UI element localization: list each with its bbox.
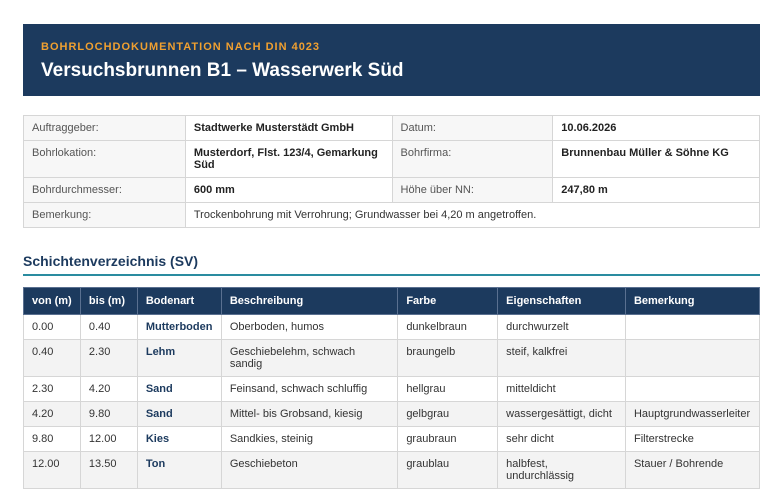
info-value: 600 mm (184, 177, 393, 203)
cell: dunkelbraun (397, 314, 499, 340)
header: BOHRLOCHDOKUMENTATION NACH DIN 4023 Vers… (23, 24, 760, 96)
cell: wassergesättigt, dicht (497, 401, 626, 427)
cell: Lehm (136, 339, 222, 377)
title: Versuchsbrunnen B1 – Wasserwerk Süd (41, 60, 404, 81)
cell: 0.00 (23, 314, 81, 340)
cell: hellgrau (397, 376, 499, 402)
column-header: Bemerkung (624, 287, 761, 315)
cell: 0.40 (23, 339, 81, 377)
info-label: Höhe über NN: (391, 177, 554, 203)
cell: Feinsand, schwach schluffig (220, 376, 399, 402)
info-value: 247,80 m (552, 177, 760, 203)
layer-row: 9.80 12.00 Kies Sandkies, steinig graubraun s… (23, 426, 761, 452)
layer-table: von (m) bis (m) Bodenart Beschreibung Farbe E… (23, 287, 761, 489)
info-table: Auftraggeber: Stadtwerke Musterstädt GmbH… (23, 115, 761, 228)
cell: Kies (136, 426, 222, 452)
column-header: Eigenschaften (497, 287, 626, 315)
cell: 4.20 (23, 401, 81, 427)
info-label: Datum: (391, 115, 554, 141)
column-header: von (m) (23, 287, 81, 315)
layer-row: 0.40 2.30 Lehm Geschiebelehm, schwach sandi… (23, 339, 761, 377)
layer-row: 12.00 13.50 Ton Geschiebeton graublau halbfes… (23, 451, 761, 489)
info-label: Bemerkung: (23, 202, 186, 228)
cell: Stauer / Bohrende (624, 451, 761, 489)
cell: Geschiebeton (220, 451, 399, 489)
cell: halbfest, undurchlässig (497, 451, 626, 489)
cell: Oberboden, humos (220, 314, 399, 340)
cell: Mittel- bis Grobsand, kiesig (220, 401, 399, 427)
column-header: Farbe (397, 287, 499, 315)
column-header: Beschreibung (220, 287, 399, 315)
section-title: Schichtenverzeichnis (SV) (23, 253, 760, 276)
info-row: Bohrlokation: Musterdorf, Flst. 123/4, Ge… (23, 140, 760, 178)
cell: Filterstrecke (624, 426, 761, 452)
cell: Ton (136, 451, 222, 489)
cell: Hauptgrundwasserleiter (624, 401, 761, 427)
column-header: Bodenart (136, 287, 222, 315)
cell (624, 339, 761, 377)
info-label: Bohrfirma: (391, 140, 554, 178)
cell: braungelb (397, 339, 499, 377)
cell: Sand (136, 401, 222, 427)
info-row: Bemerkung: Trockenbohrung mit Verrohrung;… (23, 202, 761, 228)
info-value: Trockenbohrung mit Verrohrung; Grundwass… (184, 202, 761, 228)
cell: durchwurzelt (497, 314, 626, 340)
cell: 13.50 (79, 451, 138, 489)
info-label: Bohrlokation: (23, 140, 186, 178)
cell: 0.40 (79, 314, 138, 340)
cell: steif, kalkfrei (497, 339, 626, 377)
column-header: bis (m) (79, 287, 138, 315)
cell: 4.20 (79, 376, 138, 402)
layer-row: 0.00 0.40 Mutterboden Oberboden, humos dunke… (23, 314, 761, 340)
info-value: Musterdorf, Flst. 123/4, Gemarkung Süd (184, 140, 393, 178)
cell: 2.30 (79, 339, 138, 377)
info-value: 10.06.2026 (552, 115, 760, 141)
cell (624, 314, 761, 340)
info-label: Bohrdurchmesser: (23, 177, 186, 203)
header-row: von (m) bis (m) Bodenart Beschreibung Farbe E… (23, 287, 761, 315)
info-row: Auftraggeber: Stadtwerke Musterstädt GmbH… (23, 115, 760, 141)
cell: sehr dicht (497, 426, 626, 452)
overline: BOHRLOCHDOKUMENTATION NACH DIN 4023 (41, 41, 321, 53)
cell: 12.00 (79, 426, 138, 452)
info-row: Bohrdurchmesser: 600 mm Höhe über NN: 247,8… (23, 177, 760, 203)
cell (624, 376, 761, 402)
info-value: Brunnenbau Müller & Söhne KG (552, 140, 760, 178)
cell: mitteldicht (497, 376, 626, 402)
cell: Sandkies, steinig (220, 426, 399, 452)
cell: graubraun (397, 426, 499, 452)
info-label: Auftraggeber: (23, 115, 186, 141)
info-value: Stadtwerke Musterstädt GmbH (184, 115, 393, 141)
cell: Mutterboden (136, 314, 222, 340)
cell: 2.30 (23, 376, 81, 402)
cell: graublau (397, 451, 499, 489)
layer-row: 4.20 9.80 Sand Mittel- bis Grobsand, kiesig… (23, 401, 761, 427)
cell: gelbgrau (397, 401, 499, 427)
cell: 9.80 (23, 426, 81, 452)
cell: Sand (136, 376, 222, 402)
cell: Geschiebelehm, schwach sandig (220, 339, 399, 377)
layer-row: 2.30 4.20 Sand Feinsand, schwach schluffig h… (23, 376, 761, 402)
cell: 12.00 (23, 451, 81, 489)
cell: 9.80 (79, 401, 138, 427)
